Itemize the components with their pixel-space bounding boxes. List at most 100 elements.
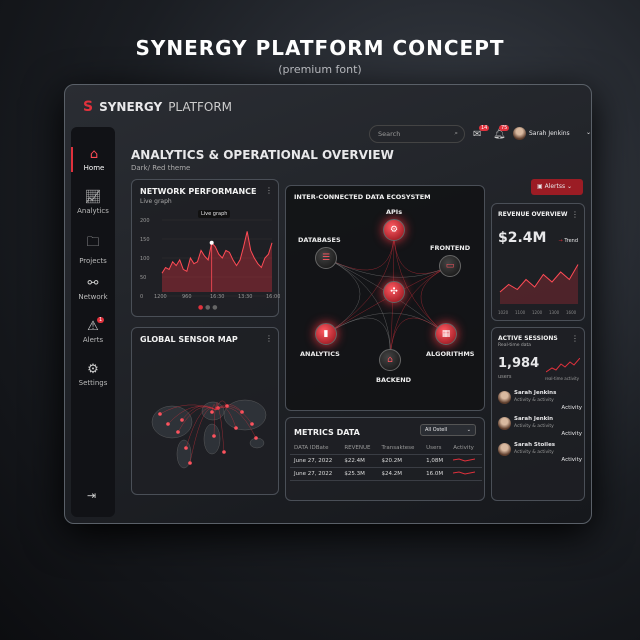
sidebar-item-label: Projects xyxy=(79,257,107,265)
global-sensor-map-card: GLOBAL SENSOR MAP ⋮ xyxy=(131,327,279,495)
activity-sparkline xyxy=(449,467,482,481)
sidebar-item-projects[interactable]: 🗀 Projects xyxy=(71,233,115,265)
session-user[interactable]: Sarah Stoiles Activity & activity Activity xyxy=(498,442,582,464)
sensor-point[interactable] xyxy=(210,410,214,414)
sidebar-item-settings[interactable]: ⚙ Settings xyxy=(71,362,115,387)
sidebar-item-label: Network xyxy=(78,293,108,301)
frontend-node[interactable]: ▭ xyxy=(439,255,461,277)
user-name: Sarah Stoiles xyxy=(514,442,556,448)
user-detail: Activity & activity xyxy=(514,398,554,403)
backend-node[interactable]: ⌂ xyxy=(379,349,401,371)
page-title: ANALYTICS & OPERATIONAL OVERVIEW xyxy=(131,148,394,162)
user-name: Sarah Jenkins xyxy=(514,390,557,396)
sidebar-item-home[interactable]: ⌂ Home xyxy=(71,147,115,172)
subheadline: (premium font) xyxy=(278,63,362,76)
cell: June 27, 2022 xyxy=(290,467,341,481)
metrics-card: METRICS DATA All Ostell ⌄ DATA IDBate REVE… xyxy=(285,417,485,501)
user-menu[interactable]: Sarah Jenkins ⌄ xyxy=(513,125,591,143)
session-user[interactable]: Sarah Jenkin Activity & activity Activity xyxy=(498,416,582,438)
analytics-node[interactable]: ▮ xyxy=(315,323,337,345)
user-name: Sarah Jenkins xyxy=(529,130,570,137)
y-tick: 200 xyxy=(140,218,150,224)
databases-node[interactable]: ☰ xyxy=(315,247,337,269)
card-subtitle: Live graph xyxy=(140,198,172,205)
apis-node[interactable]: ⚙ xyxy=(383,219,405,241)
alerts-button[interactable]: ▣ Alertss ⌄ xyxy=(531,179,583,195)
cell: $22.4M xyxy=(340,454,378,468)
table-row[interactable]: June 27, 2022 $25.3M $24.2M 16.0M xyxy=(290,467,482,481)
network-line xyxy=(161,231,273,274)
trend-label: → Trend xyxy=(558,238,578,244)
x-tick: 1300 xyxy=(549,310,560,315)
brand-bold: SYNERGY xyxy=(99,100,163,114)
data-link xyxy=(389,317,447,361)
data-link xyxy=(389,265,451,361)
network-area xyxy=(162,231,272,292)
data-link xyxy=(325,257,391,361)
more-icon[interactable]: ⋮ xyxy=(571,210,579,219)
data-link xyxy=(325,229,395,335)
sensor-link xyxy=(215,400,228,411)
node-label: APIs xyxy=(386,208,403,216)
revenue-line xyxy=(499,264,579,293)
cursor-point[interactable] xyxy=(209,240,214,245)
search-placeholder: Search xyxy=(378,130,401,138)
x-tick: 16:00 xyxy=(266,294,280,300)
sensor-link xyxy=(215,402,219,411)
chevron-down-icon: ⌄ xyxy=(585,129,591,136)
x-tick: 1200 xyxy=(154,294,167,300)
cell: $25.3M xyxy=(340,467,378,481)
dashboard-window: S SYNERGY PLATFORM Search ⌕ ✉ 14 🔔︎ 75 Sara… xyxy=(64,84,592,524)
more-icon[interactable]: ⋮ xyxy=(265,334,273,343)
x-tick: 16:30 xyxy=(210,294,224,300)
user-action: Activity xyxy=(561,405,582,411)
network-chart: 200 150 100 50 0 1200 960 16:30 13:30 16:00 xyxy=(140,218,280,300)
home-icon: ⌂ xyxy=(89,147,99,162)
alerts-badge: 1 xyxy=(97,317,105,323)
node-label: BACKEND xyxy=(376,376,412,384)
node-label: DATABASES xyxy=(298,236,341,244)
sidebar-item-analytics[interactable]: 📈︎ Analytics xyxy=(71,190,115,215)
continent xyxy=(151,405,193,439)
sidebar-item-label: Analytics xyxy=(77,207,109,215)
mail-button[interactable]: ✉ 14 xyxy=(473,125,490,140)
data-link xyxy=(325,257,451,278)
revenue-card: REVENUE OVERVIEW ⋮ $2.4M → Trend 1020 110… xyxy=(491,203,585,321)
gear-icon: ⚙ xyxy=(87,362,99,377)
filter-select[interactable]: All Ostell ⌄ xyxy=(420,424,476,436)
more-icon[interactable]: ⋮ xyxy=(571,334,579,343)
hub-node[interactable]: ✣ xyxy=(383,281,405,303)
sensor-link xyxy=(215,407,225,453)
column-header: Activity xyxy=(449,442,482,455)
more-icon[interactable]: ⋮ xyxy=(265,186,273,195)
continent xyxy=(176,439,192,469)
logo-icon: S xyxy=(83,99,94,115)
algorithms-node[interactable]: ▦ xyxy=(435,323,457,345)
network-icon: ⚯ xyxy=(87,276,99,291)
notification-button[interactable]: 🔔︎ 75 xyxy=(493,125,510,140)
alerts-label: Alertss xyxy=(544,183,566,190)
sensor-link xyxy=(177,406,217,433)
session-user[interactable]: Sarah Jenkins Activity & activity Activity xyxy=(498,390,582,412)
x-tick: 1600 xyxy=(566,310,577,315)
active-sessions-card: ACTIVE SESSIONS Real-time data ⋮ 1,984 u… xyxy=(491,327,585,501)
sidebar-logout[interactable]: ⇥ xyxy=(87,489,96,502)
user-detail: Activity & activity xyxy=(514,424,554,429)
pager-dots[interactable]: ● ● ● xyxy=(198,304,218,311)
column-header: Transaktese xyxy=(377,442,423,455)
sidebar xyxy=(71,127,115,517)
logout-icon: ⇥ xyxy=(87,489,97,502)
table-row[interactable]: June 27, 2022 $22.4M $20.2M 1,08M xyxy=(290,454,482,468)
column-header: REVENUE xyxy=(340,442,378,455)
x-tick: 1020 xyxy=(498,310,509,315)
sidebar-item-network[interactable]: ⚯ Network xyxy=(71,276,115,301)
search-input[interactable]: Search ⌕ xyxy=(369,125,465,143)
node-label: FRONTEND xyxy=(430,244,471,252)
sidebar-item-alerts[interactable]: ⚠ Alerts 1 xyxy=(71,317,115,344)
sensor-link xyxy=(213,406,217,437)
continent xyxy=(249,437,265,449)
column-header: DATA IDBate xyxy=(290,442,341,455)
sensor-point[interactable] xyxy=(212,434,216,438)
y-tick: 0 xyxy=(140,294,143,300)
card-subtitle: Real-time data xyxy=(498,343,532,348)
